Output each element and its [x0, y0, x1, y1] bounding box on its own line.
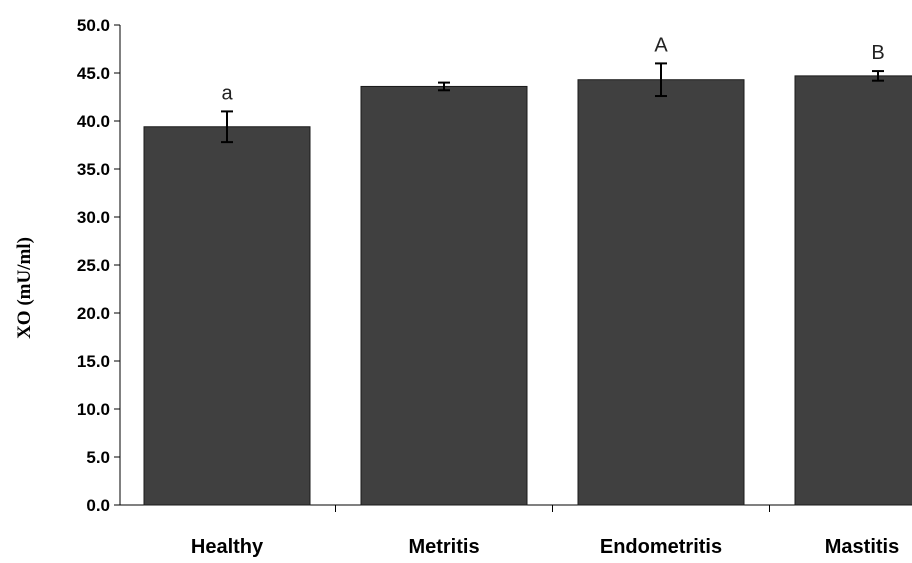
bar-healthy: [143, 126, 311, 506]
bar-endometritis: [577, 79, 745, 506]
x-tick-label: Healthy: [191, 536, 264, 558]
bar-metritis: [360, 85, 528, 506]
significance-letter: B: [871, 42, 884, 64]
x-tick-label: Endometritis: [600, 536, 722, 558]
y-axis-label: XO (mU/ml): [14, 237, 35, 339]
y-tick-label: 15.0: [77, 352, 110, 371]
x-tick-label: Metritis: [408, 536, 479, 558]
significance-letter: a: [221, 82, 233, 104]
y-tick-label: 40.0: [77, 112, 110, 131]
labels: 0.0 5.0 10.0 15.0 20.0 25.0 30.0 35.0 40.0 45.0 50…: [77, 16, 899, 558]
y-tick-label: 45.0: [77, 64, 110, 83]
y-tick-label: 35.0: [77, 160, 110, 179]
y-tick-label: 30.0: [77, 208, 110, 227]
bars: [143, 62, 912, 506]
y-tick-label: 10.0: [77, 400, 110, 419]
y-tick-label: 25.0: [77, 256, 110, 275]
significance-letter: A: [654, 34, 668, 56]
y-tick-label: 50.0: [77, 16, 110, 35]
y-tick-label: 5.0: [86, 448, 110, 467]
y-tick-label: 0.0: [86, 496, 110, 515]
x-tick-label: Mastitis: [825, 536, 899, 558]
bar-mastitis: [794, 75, 912, 506]
y-tick-label: 20.0: [77, 304, 110, 323]
